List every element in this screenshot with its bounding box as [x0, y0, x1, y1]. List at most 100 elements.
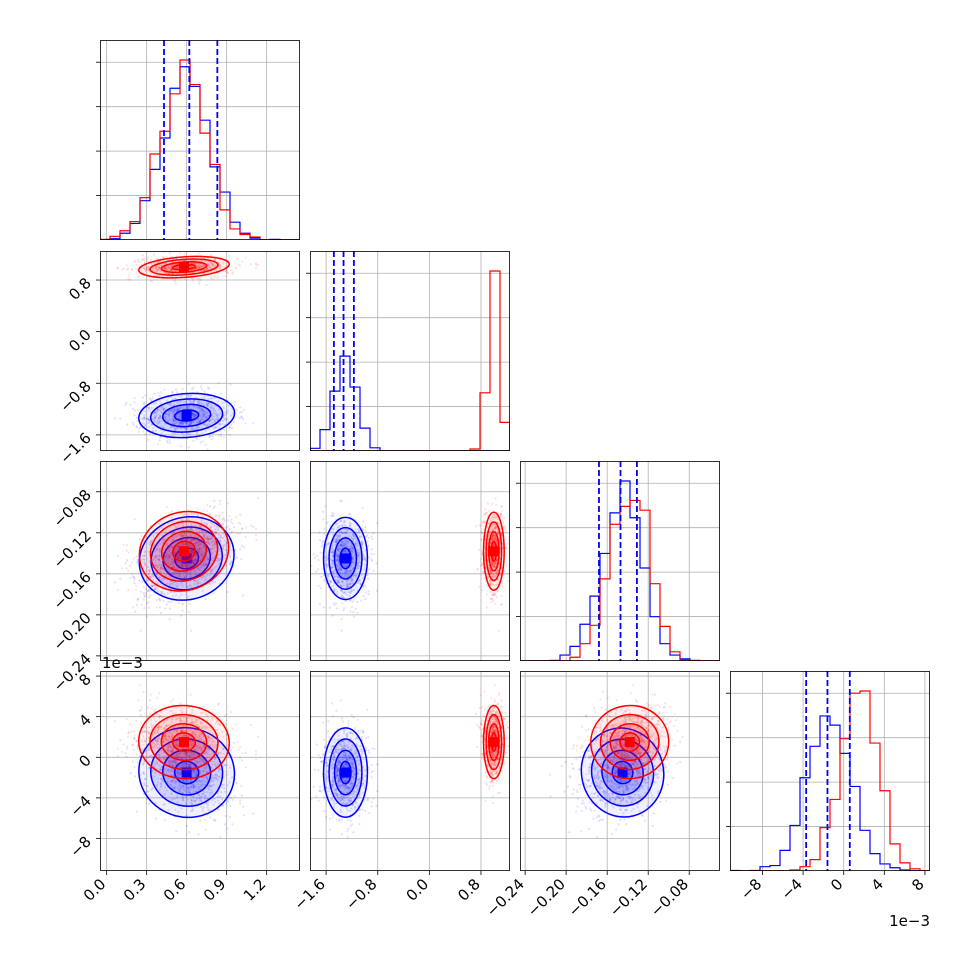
- panel-2-1-point: [348, 547, 351, 551]
- panel-1-0-point: [173, 422, 176, 425]
- panel-2-0-point: [152, 535, 155, 539]
- panel-2-0-point: [201, 531, 204, 534]
- panel-2-0-point: [169, 600, 172, 603]
- panel-2-0-point: [219, 514, 222, 517]
- panel-1-0-point: [186, 405, 189, 408]
- panel-2-1-point: [492, 533, 495, 536]
- panel-2-1-point: [492, 534, 495, 537]
- panel-2-1-point: [348, 569, 352, 572]
- panel-1-0-point: [202, 415, 205, 418]
- panel-2-0-point: [228, 563, 231, 566]
- panel-2-0-point: [176, 548, 179, 551]
- panel-1-0-point: [243, 408, 246, 411]
- panel-2-0-point: [165, 572, 168, 575]
- panel-1-0-point: [241, 260, 244, 263]
- panel-2-0-point: [164, 544, 168, 547]
- panel-2-1-point: [492, 563, 496, 566]
- panel-2-0-point: [202, 533, 205, 536]
- panel-2-0-point: [210, 537, 213, 540]
- panel-2-0-point: [217, 553, 220, 556]
- panel-2-1-point: [496, 590, 499, 593]
- panel-2-1-point: [489, 579, 492, 582]
- panel-2-0-point: [171, 563, 174, 566]
- panel-2-0-point: [201, 550, 204, 553]
- panel-2-1-point: [489, 597, 492, 600]
- panel-2-1-point: [350, 576, 353, 579]
- panel-2-0-point: [190, 539, 193, 543]
- panel-1-0-point: [158, 409, 161, 412]
- panel-1-0-point: [173, 427, 176, 430]
- panel-1-0-point: [185, 421, 188, 424]
- panel-2-1-point: [340, 531, 343, 534]
- panel-2-0-point: [210, 552, 214, 555]
- panel-2-1-point: [344, 541, 347, 544]
- panel-1-0-point: [201, 413, 204, 416]
- panel-2-0-point: [188, 602, 191, 605]
- panel-1-0-point: [200, 388, 203, 391]
- panel-1-0-point: [200, 406, 203, 410]
- panel-2-1-point: [496, 522, 500, 525]
- panel-1-0-point: [191, 412, 194, 416]
- panel-2-1-point: [346, 585, 349, 588]
- panel-2-0-point: [169, 552, 172, 555]
- panel-2-1-point: [348, 570, 351, 573]
- panel-2-0-point: [193, 558, 196, 561]
- panel-1-0-point: [195, 267, 198, 270]
- panel-2-1-point: [484, 520, 487, 523]
- panel-2-0-point: [249, 524, 253, 527]
- panel-2-1-point: [504, 529, 507, 532]
- panel-1-0-point: [173, 419, 176, 422]
- panel-2-0-point: [189, 544, 192, 547]
- panel-1-0-point: [213, 409, 216, 412]
- panel-1-0-point: [210, 262, 214, 265]
- panel-2-0-point: [208, 512, 211, 515]
- panel-2-0-point: [211, 545, 215, 548]
- panel-2-0-point: [226, 525, 229, 528]
- panel-1-0-point: [241, 418, 245, 421]
- panel-2-1-point: [480, 564, 483, 567]
- panel-2-0-point: [135, 555, 138, 558]
- panel-1-0-point: [192, 420, 195, 423]
- panel-1-0-point: [200, 426, 203, 430]
- panel-1-0-point: [198, 266, 201, 270]
- panel-2-0-point: [252, 525, 255, 528]
- panel-2-0-point: [209, 543, 212, 546]
- panel-1-0-point: [239, 411, 242, 414]
- panel-2-1-point: [322, 539, 325, 542]
- panel-2-0-point: [154, 549, 157, 553]
- panel-1-0-point: [180, 445, 183, 448]
- panel-2-0-point: [193, 535, 196, 538]
- panel-2-0-point: [223, 539, 226, 542]
- panel-2-0-point: [148, 595, 151, 599]
- panel-1-0-point: [135, 425, 138, 428]
- panel-1-0-point: [203, 269, 206, 272]
- panel-1-0-point: [174, 419, 177, 422]
- panel-2-1-point: [504, 525, 507, 528]
- panel-2-0-point: [155, 547, 158, 550]
- panel-2-1-point: [490, 563, 493, 567]
- panel-2-0-point: [161, 539, 164, 542]
- panel-2-1-point: [338, 524, 341, 527]
- panel-2-1-point: [317, 568, 320, 571]
- panel-2-1-point: [351, 575, 355, 578]
- panel-2-0-point: [202, 544, 205, 547]
- panel-2-0-point: [141, 554, 145, 558]
- panel-1-0-point: [165, 267, 168, 270]
- panel-1-0-point: [169, 404, 172, 407]
- panel-2-1-point: [490, 597, 494, 600]
- panel-1-0-point: [197, 402, 200, 405]
- panel-1-0-point: [168, 418, 171, 421]
- panel-1-0-point: [200, 266, 203, 269]
- panel-2-1-point: [352, 558, 355, 561]
- panel-2-0-point: [181, 518, 184, 521]
- panel-2-1-point: [492, 573, 496, 576]
- panel-1-0-point: [223, 275, 226, 278]
- panel-2-0-point: [206, 557, 209, 560]
- panel-2-0-point: [162, 538, 165, 541]
- panel-2-1-point: [335, 537, 338, 541]
- panel-1-0-point: [157, 391, 160, 394]
- panel-2-1-point: [345, 571, 348, 574]
- panel-2-0-point: [178, 571, 181, 574]
- panel-1-0-point: [145, 417, 149, 420]
- panel-1-0-point: [176, 401, 179, 404]
